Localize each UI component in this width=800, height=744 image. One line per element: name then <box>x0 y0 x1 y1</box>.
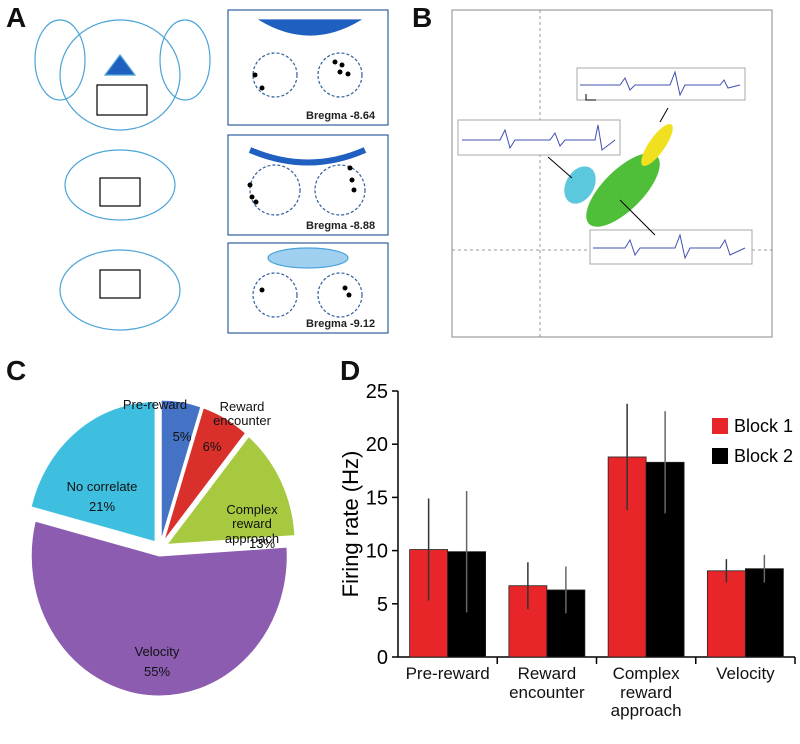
cluster-plot <box>451 9 773 338</box>
legend-label: Block 1 <box>734 416 793 436</box>
pie-slice <box>160 399 202 541</box>
slice-value: 5% <box>172 429 192 444</box>
y-tick-label: 15 <box>366 487 388 509</box>
bar <box>706 570 746 658</box>
bar <box>744 568 784 658</box>
brain-sections <box>34 9 389 334</box>
pie-slice <box>163 407 247 542</box>
panel-label: A <box>6 2 27 33</box>
x-tick-label: Pre-reward <box>405 664 490 683</box>
legend-swatch <box>712 448 728 464</box>
legend-swatch <box>712 418 728 434</box>
y-tick-label: 10 <box>366 541 388 563</box>
y-tick-label: 20 <box>366 434 388 456</box>
panel-label: C <box>6 355 27 386</box>
slice-value: 21% <box>88 499 116 514</box>
y-tick-label: 25 <box>366 381 388 403</box>
y-tick-label: 5 <box>377 594 388 616</box>
section-label: Bregma -8.64 <box>306 110 376 122</box>
slice-label: Complex reward approach <box>224 502 280 546</box>
slice-value: 6% <box>202 439 222 454</box>
slice-label: Velocity <box>134 644 180 659</box>
pie-slice <box>30 401 156 543</box>
panel-label: D <box>340 355 361 386</box>
pie-slice <box>166 435 296 545</box>
slice-label: Reward encounter <box>213 399 271 429</box>
panel-label: B <box>412 2 433 33</box>
x-tick-label: Complex reward approach <box>610 664 682 721</box>
x-tick-label: Reward encounter <box>509 664 585 702</box>
y-tick-label: 0 <box>377 647 388 669</box>
section-label: Bregma -8.88 <box>306 220 376 232</box>
slice-label: Pre-reward <box>122 397 188 412</box>
section-label: Bregma -9.12 <box>306 318 376 330</box>
x-tick-label: Velocity <box>716 664 775 683</box>
y-axis-label: Firing rate (Hz) <box>338 451 363 598</box>
legend-label: Block 2 <box>734 446 793 466</box>
slice-value: 55% <box>143 664 171 679</box>
slice-label: No correlate <box>66 479 138 494</box>
slice-value: 13% <box>248 536 276 551</box>
bar <box>546 589 586 658</box>
pie-slice <box>30 520 288 697</box>
